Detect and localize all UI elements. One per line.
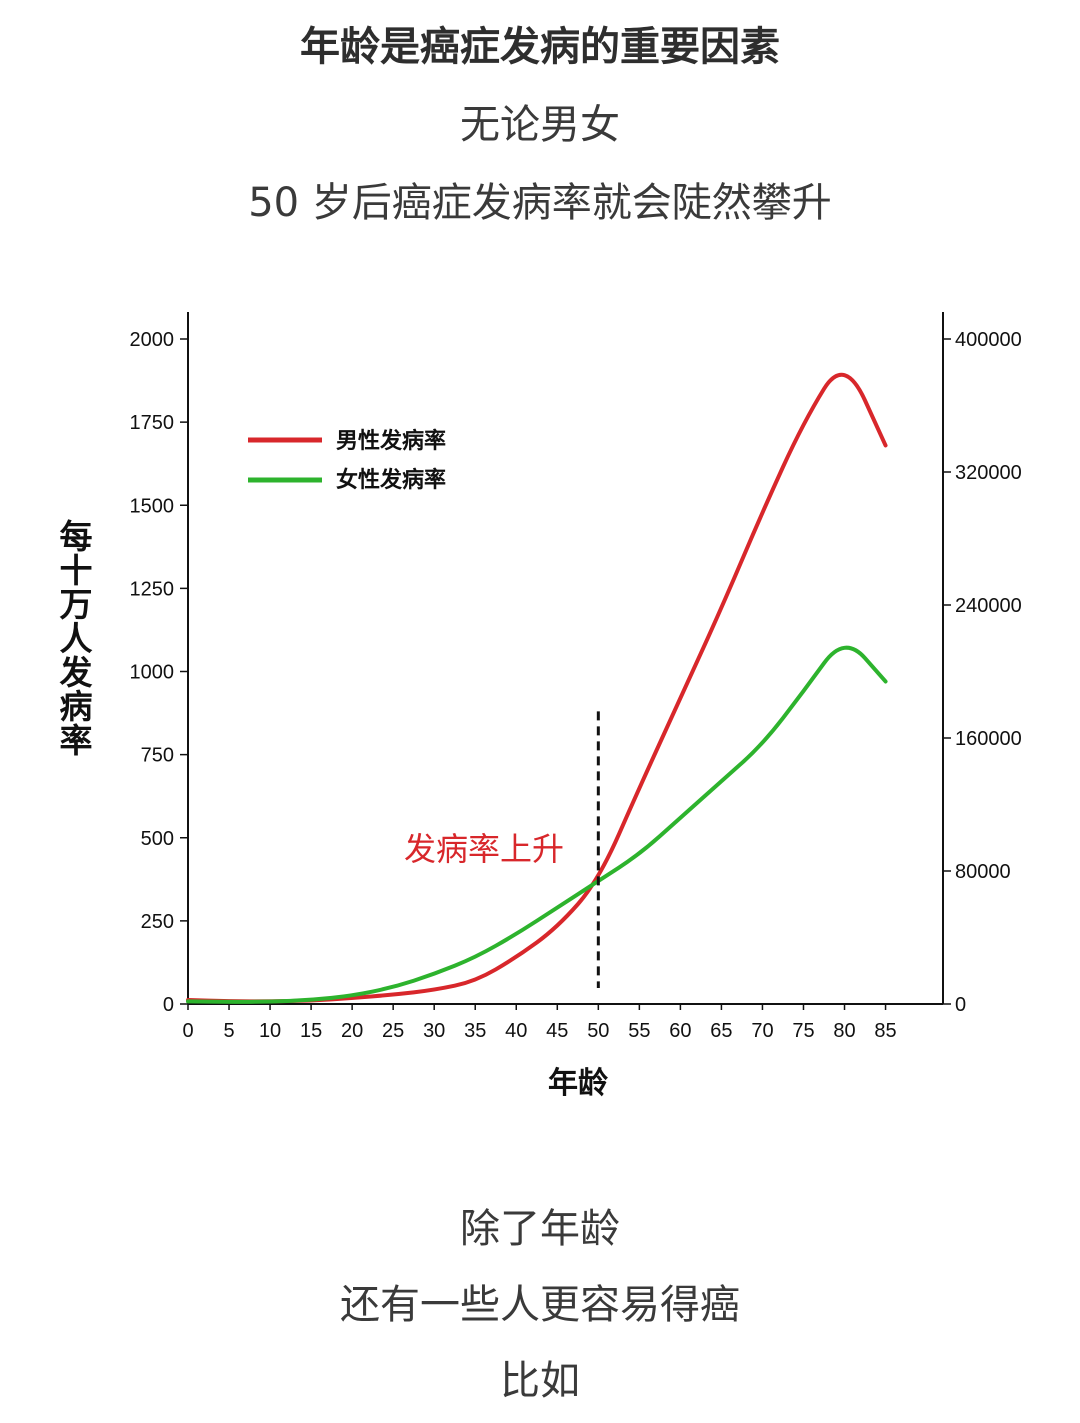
x-tick-label: 0 [182,1020,193,1042]
x-tick-label: 65 [710,1020,732,1042]
legend-label-male: 男性发病率 [336,428,446,454]
x-tick-label: 20 [341,1020,363,1042]
bottom-line-3: 比如 [500,1358,580,1404]
x-tick-label: 50 [587,1020,609,1042]
x-tick-label: 5 [223,1020,234,1042]
y-tick-label: 1500 [130,495,175,517]
x-tick-label: 75 [792,1020,814,1042]
y-tick-label: 2000 [130,329,175,351]
chart-legend: 男性发病率 女性发病率 [248,428,446,493]
bottom-line-2: 还有一些人更容易得癌 [340,1282,740,1328]
y2-tick-label: 320000 [955,462,1022,484]
x-tick-label: 55 [628,1020,650,1042]
y2-tick-label: 0 [955,994,966,1016]
y-tick-label: 1750 [130,412,175,434]
x-tick-label: 45 [546,1020,568,1042]
chart-background [180,300,1030,1120]
chart-axes [187,312,944,1005]
subtitle-line-1: 无论男女 [460,102,620,148]
y2-tick-label: 160000 [955,728,1022,750]
legend-label-female: 女性发病率 [336,467,446,493]
y2-tick-label: 400000 [955,329,1022,351]
x-tick-label: 25 [382,1020,404,1042]
y-tick-label: 500 [141,828,174,850]
x-tick-label: 15 [300,1020,322,1042]
x-tick-label: 40 [505,1020,527,1042]
x-tick-label: 60 [669,1020,691,1042]
y2-axis-ticks: 0 80000 160000 240000 320000 400000 [943,329,1022,1016]
y-tick-label: 1250 [130,578,175,600]
page-title: 年龄是癌症发病的重要因素 [300,24,780,70]
chart-series [186,372,888,1004]
y-tick-label: 0 [163,994,174,1016]
y-tick-label: 750 [141,745,174,767]
incidence-chart: 0 5 10 15 20 25 30 35 40 45 50 55 60 65 70 75 80 85 0 250 5… [60,300,1030,1120]
x-tick-label: 70 [751,1020,773,1042]
x-tick-label: 80 [833,1020,855,1042]
x-tick-label: 35 [464,1020,486,1042]
y-tick-label: 1000 [130,662,175,684]
y2-tick-label: 240000 [955,595,1022,617]
series-line-female [186,645,888,1004]
bottom-line-1: 除了年龄 [460,1206,620,1252]
subtitle-line-2: 50 岁后癌症发病率就会陡然攀升 [248,180,832,226]
x-axis-label: 年龄 [548,1066,609,1101]
annotation-rise: 发病率上升 [404,830,564,868]
y-tick-label: 250 [141,911,174,933]
x-tick-label: 10 [259,1020,281,1042]
x-tick-label: 85 [874,1020,896,1042]
y-axis-label: 每十万人发病率 [60,517,93,760]
x-tick-label: 30 [423,1020,445,1042]
y-axis-ticks: 0 250 500 750 1000 1250 1500 1750 2000 [130,329,188,1016]
x-axis-ticks: 0 5 10 15 20 25 30 35 40 45 50 55 60 65 70 75 80 85 [182,1004,897,1042]
y2-tick-label: 80000 [955,861,1011,883]
